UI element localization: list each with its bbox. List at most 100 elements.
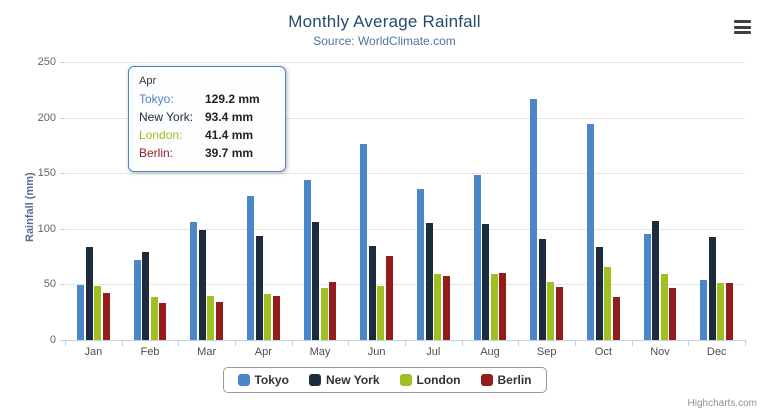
x-axis-tick [461, 341, 463, 346]
bar-berlin-jun[interactable] [385, 256, 393, 340]
chart-subtitle: Source: WorldClimate.com [313, 34, 456, 48]
x-axis-label: May [309, 346, 331, 358]
tooltip-series-value: 39.7 mm [205, 146, 254, 160]
y-axis-label: 200 [37, 111, 56, 124]
legend: Tokyo New York London Berlin [222, 367, 547, 393]
legend-swatch-new-york [308, 374, 321, 386]
tooltip-rows: Tokyo: 129.2 mm New York: 93.4 mm London: 41.… [139, 92, 275, 160]
gridline [65, 117, 745, 119]
bar-london-apr[interactable] [264, 293, 272, 340]
bar-tokyo-oct[interactable] [587, 124, 595, 340]
bar-london-may[interactable] [320, 287, 328, 340]
bar-london-mar[interactable] [207, 296, 215, 340]
tooltip-series-value: 41.4 mm [205, 128, 254, 142]
legend-item-new-york[interactable]: New York [308, 373, 380, 387]
x-axis-label: Nov [650, 346, 670, 358]
bar-tokyo-jun[interactable] [360, 144, 368, 340]
bar-new-york-sep[interactable] [538, 238, 546, 340]
tooltip-row: New York: 93.4 mm [139, 110, 275, 124]
bar-tokyo-sep[interactable] [530, 99, 538, 340]
tooltip-series-label: Tokyo: [139, 92, 174, 106]
legend-item-berlin[interactable]: Berlin [480, 373, 532, 387]
x-axis-label: Jan [84, 346, 103, 358]
x-axis-tick [575, 341, 576, 346]
bar-london-nov[interactable] [660, 274, 668, 340]
bar-tokyo-aug[interactable] [473, 174, 481, 340]
bar-berlin-aug[interactable] [499, 272, 507, 340]
bar-new-york-may[interactable] [312, 222, 320, 340]
bar-london-jul[interactable] [434, 274, 442, 340]
bar-tokyo-nov[interactable] [643, 233, 651, 340]
bar-tokyo-may[interactable] [303, 179, 311, 340]
y-axis-label: 250 [37, 56, 56, 68]
bar-new-york-jun[interactable] [368, 246, 376, 340]
bar-london-dec[interactable] [717, 283, 725, 340]
bar-london-sep[interactable] [547, 281, 555, 340]
x-axis-tick [631, 341, 633, 346]
bar-new-york-mar[interactable] [198, 230, 206, 340]
bar-berlin-apr[interactable] [272, 295, 280, 340]
bar-berlin-nov[interactable] [669, 287, 677, 340]
tooltip-series-value: 93.4 mm [205, 110, 254, 124]
bar-new-york-jan[interactable] [85, 247, 93, 340]
bar-berlin-may[interactable] [329, 281, 337, 340]
bar-tokyo-jan[interactable] [77, 284, 85, 340]
export-menu-button[interactable] [734, 20, 751, 34]
hamburger-icon [734, 25, 751, 29]
bar-berlin-dec[interactable] [725, 283, 733, 340]
legend-swatch-tokyo [237, 374, 250, 386]
bar-new-york-apr[interactable] [255, 236, 263, 340]
tooltip-series-label: New York: [139, 110, 194, 124]
x-axis-tick [65, 341, 66, 346]
bar-new-york-aug[interactable] [482, 224, 490, 340]
x-axis-label: Dec [706, 346, 727, 358]
gridline [65, 62, 745, 63]
bar-new-york-oct[interactable] [595, 247, 603, 340]
bar-new-york-dec[interactable] [708, 237, 716, 340]
x-axis-tick [745, 341, 746, 346]
bar-berlin-feb[interactable] [159, 303, 167, 340]
bar-london-aug[interactable] [490, 273, 498, 340]
bar-berlin-sep[interactable] [555, 287, 563, 340]
bar-tokyo-feb[interactable] [133, 260, 141, 340]
legend-label: New York [325, 373, 380, 387]
bar-new-york-feb[interactable] [142, 252, 150, 340]
x-axis-tick [518, 341, 520, 346]
x-axis-tick [178, 341, 180, 346]
bar-tokyo-jul[interactable] [417, 189, 425, 340]
bar-london-feb[interactable] [150, 296, 158, 340]
bar-tokyo-apr[interactable] [247, 196, 255, 340]
bar-london-jun[interactable] [377, 286, 385, 340]
tooltip-row: Berlin: 39.7 mm [139, 146, 275, 160]
legend-label: Berlin [497, 373, 532, 387]
bar-london-jan[interactable] [94, 285, 102, 340]
bar-new-york-jul[interactable] [425, 223, 433, 340]
y-axis-tick [60, 173, 65, 175]
bar-tokyo-dec[interactable] [700, 279, 708, 340]
y-axis-label: 100 [37, 222, 56, 235]
bar-tokyo-mar[interactable] [190, 221, 198, 340]
x-axis-label: Mar [197, 346, 217, 358]
hamburger-icon [734, 20, 751, 23]
legend-item-tokyo[interactable]: Tokyo [237, 373, 289, 387]
bar-berlin-mar[interactable] [215, 301, 223, 340]
bar-new-york-nov[interactable] [652, 221, 660, 340]
gridline [65, 228, 745, 230]
y-axis-label: 50 [43, 278, 56, 291]
legend-item-london[interactable]: London [399, 373, 461, 387]
tooltip-series-value: 129.2 mm [205, 92, 260, 106]
tooltip-row: Tokyo: 129.2 mm [139, 92, 275, 106]
legend-label: London [416, 373, 461, 387]
credits-link[interactable]: Highcharts.com [687, 398, 757, 409]
y-axis-tick [60, 340, 65, 341]
bar-berlin-jan[interactable] [102, 292, 110, 340]
bar-berlin-oct[interactable] [612, 296, 620, 340]
bar-berlin-jul[interactable] [442, 276, 450, 340]
x-axis-label: Jul [426, 346, 441, 358]
tooltip-category: Apr [139, 75, 157, 87]
x-axis-tick [688, 341, 690, 346]
bar-london-oct[interactable] [604, 267, 612, 340]
x-axis-label: Jun [367, 346, 386, 358]
gridline [65, 173, 745, 175]
